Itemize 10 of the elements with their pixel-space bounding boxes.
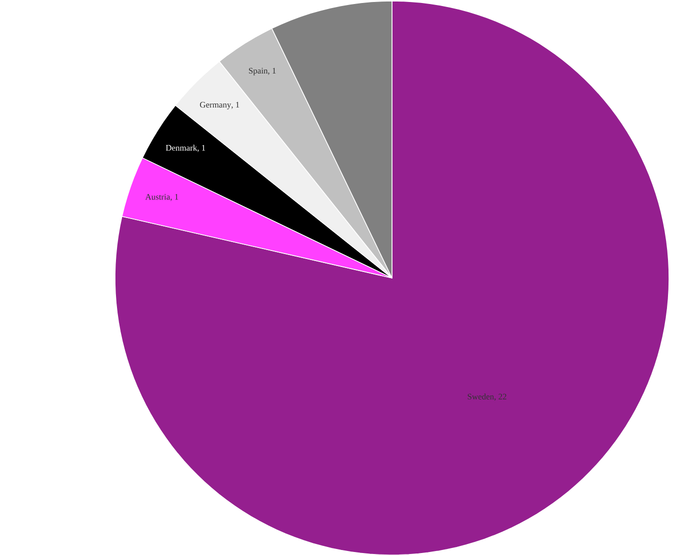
slice-label: Austria xyxy=(145,194,170,200)
data-label: , 1 xyxy=(170,194,178,201)
data-label: , 22 xyxy=(494,394,506,400)
data-label: , 1 xyxy=(231,102,240,109)
data-label: , 1 xyxy=(197,144,206,152)
data-label: , 1 xyxy=(268,68,276,75)
slice-label: Sweden xyxy=(468,393,494,400)
slice-label: Germany xyxy=(200,102,232,110)
slice-label: Spain xyxy=(249,68,268,76)
slice-label: Denmark xyxy=(166,144,198,150)
